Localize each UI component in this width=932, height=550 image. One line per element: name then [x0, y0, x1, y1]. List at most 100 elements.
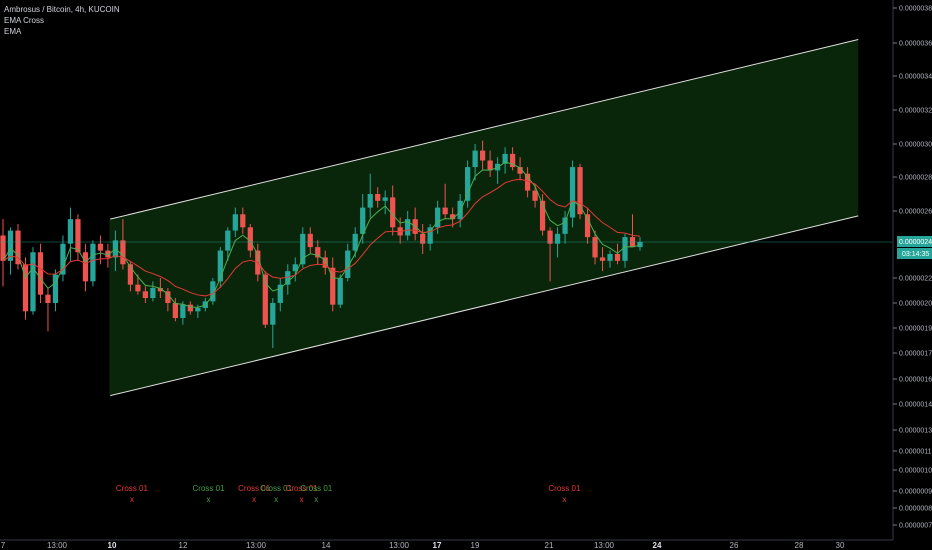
candle-body: [180, 304, 186, 318]
time-tick-label: 17: [433, 541, 442, 550]
price-tick-label: 0.00000118: [899, 449, 932, 456]
candle-body: [7, 230, 14, 261]
time-tick-label: 19: [471, 541, 480, 550]
candle-body: [509, 153, 516, 168]
time-tick-label: 12: [179, 541, 188, 550]
ema-fast-line: [2, 161, 641, 308]
time-axis[interactable]: 7 13:00 10 12 13:00 14 13:00 17 19 21 13:00 24 26 28 3…: [0, 539, 893, 550]
candle-body: [150, 288, 156, 298]
candle-body: [367, 194, 373, 208]
candle-body: [547, 230, 553, 244]
candle-body: [37, 252, 44, 295]
candle-body: [30, 252, 36, 312]
candle-body: [599, 257, 606, 261]
candle-body: [225, 230, 231, 251]
candle-body: [247, 227, 253, 251]
candle-body: [217, 250, 223, 282]
candle-body: [45, 294, 51, 303]
candle-body: [187, 304, 193, 312]
candle-body: [457, 200, 463, 220]
ema-slow-line: [2, 178, 641, 297]
price-tick-label: 0.00000094: [899, 489, 932, 496]
time-tick-label: 26: [730, 541, 739, 550]
cross-label: Cross 01: [238, 484, 271, 493]
candle-body: [307, 233, 313, 248]
candle-body: [584, 214, 591, 238]
candle-body: [502, 153, 508, 164]
candle-body: [270, 303, 276, 325]
cross-label: Cross 01: [260, 484, 293, 493]
time-tick-label: 14: [322, 541, 331, 550]
last-price-box: [897, 236, 932, 247]
candle-body: [195, 308, 201, 312]
price-tick-label: 0.00000175: [899, 351, 932, 358]
candle-body: [524, 173, 531, 191]
candle-body: [165, 291, 171, 303]
candle-body: [22, 264, 29, 312]
time-tick-label: 24: [653, 541, 662, 550]
time-tick-label: 13:00: [389, 541, 410, 550]
candle-body: [562, 217, 568, 234]
cross-marker: x: [252, 495, 256, 504]
time-tick-label: 7: [1, 541, 6, 550]
candle-body: [480, 150, 486, 161]
candle-body: [637, 242, 643, 248]
candle-body: [300, 233, 306, 265]
candle-body: [554, 233, 561, 244]
candle-body: [532, 190, 538, 201]
candle-body: [427, 227, 433, 244]
candle-body: [0, 235, 6, 261]
candle-body: [75, 219, 81, 253]
candle-body: [232, 214, 238, 231]
candle-body: [539, 200, 546, 231]
candle-body: [420, 233, 426, 244]
time-tick-label: 21: [545, 541, 554, 550]
candle-body: [435, 207, 441, 228]
cross-label: Cross 01: [193, 484, 226, 493]
time-tick-label: 28: [795, 541, 804, 550]
channel-upper-line: [109, 39, 859, 220]
countdown-label: 03:14:35: [902, 251, 929, 258]
chart-legend: Ambrosus / Bitcoin, 4h, KUCOIN EMA Cross…: [4, 4, 120, 37]
symbol-title: Ambrosus / Bitcoin, 4h, KUCOIN: [4, 5, 120, 14]
last-price-label: 0.00000241: [899, 239, 932, 246]
channel-lower-line: [109, 215, 859, 397]
regression-channel: [109, 39, 859, 397]
price-tick-label: 0.00000205: [899, 301, 932, 308]
candle-body: [210, 281, 216, 302]
candle-body: [390, 197, 396, 228]
candle-body: [337, 278, 343, 305]
candle-body: [120, 240, 126, 265]
cross-label: Cross 01: [286, 484, 319, 493]
price-tick-label: 0.00000145: [899, 402, 932, 409]
candle-body: [382, 197, 388, 201]
price-tick-label: 0.00000074: [899, 523, 932, 530]
cross-marker: x: [130, 495, 134, 504]
candle-body: [157, 288, 163, 292]
time-tick-label: 13:00: [594, 541, 615, 550]
candle-body: [465, 167, 471, 201]
candle-body: [592, 237, 598, 258]
price-tick-label: 0.00000106: [899, 468, 932, 475]
cross-marker: x: [274, 495, 278, 504]
time-tick-label: 30: [836, 541, 845, 550]
candle-body: [105, 250, 111, 258]
cross-label: Cross 01: [116, 484, 149, 493]
candle-body: [172, 303, 178, 318]
candle-body: [262, 274, 268, 325]
candle-body: [517, 167, 523, 174]
candle-body: [330, 267, 336, 305]
candle-body: [52, 274, 59, 303]
cross-marker: x: [207, 495, 211, 504]
candle-body: [142, 291, 149, 298]
candle-body: [405, 219, 411, 236]
